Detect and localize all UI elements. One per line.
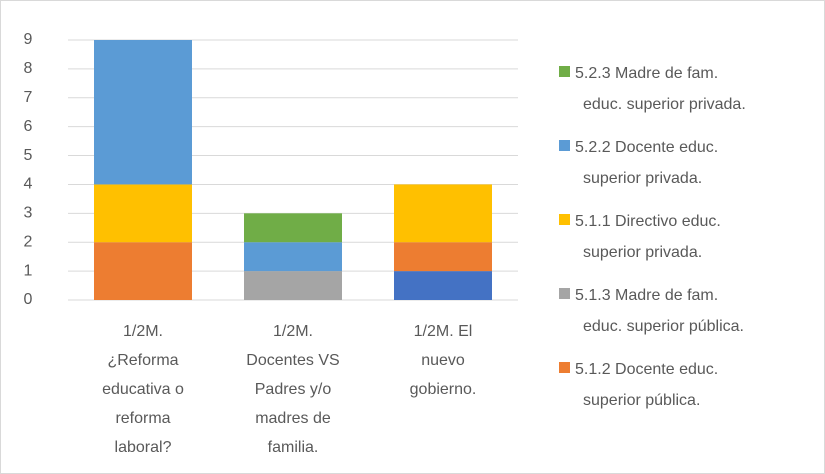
text-line: 5.1.2 Docente educ. [575, 361, 718, 378]
x-tick-label: 1/2M. Docentes VS Padres y/o madres de famil… [246, 323, 339, 456]
bar-segment [94, 184, 192, 243]
text-line: educ. superior pública. [583, 318, 744, 335]
y-tick-label: 7 [24, 89, 33, 106]
bar-segment [244, 213, 342, 243]
text-line: madres de [255, 410, 331, 427]
bar-segment [244, 271, 342, 300]
legend-label: 5.1.2 Docente educ. superior pública. [575, 361, 718, 409]
text-line: educ. superior privada. [583, 96, 746, 113]
text-line: 5.2.2 Docente educ. [575, 139, 718, 156]
text-line: 1/2M. [123, 323, 163, 340]
bar-segment [394, 184, 492, 243]
bar-segment [394, 242, 492, 272]
legend-label: 5.2.3 Madre de fam. educ. superior privad… [575, 65, 746, 113]
text-line: Docentes VS [246, 352, 339, 369]
text-line: gobierno. [410, 381, 477, 398]
text-line: 1/2M. El [414, 323, 473, 340]
text-line: ¿Reforma [107, 352, 178, 369]
bar-segment [244, 242, 342, 272]
legend-swatch [559, 66, 570, 77]
y-tick-label: 2 [24, 233, 33, 250]
y-tick-label: 4 [24, 176, 33, 193]
legend-label: 5.2.2 Docente educ. superior privada. [575, 139, 718, 187]
text-line: nuevo [421, 352, 465, 369]
bar-segment [94, 242, 192, 300]
text-line: laboral? [115, 439, 172, 456]
legend-label: 5.1.1 Directivo educ. superior privada. [575, 213, 721, 261]
text-line: 5.1.1 Directivo educ. [575, 213, 721, 230]
text-line: superior privada. [583, 170, 702, 187]
text-line: 1/2M. [273, 323, 313, 340]
legend-swatch [559, 140, 570, 151]
y-tick-label: 1 [24, 262, 33, 279]
text-line: reforma [115, 410, 170, 427]
legend-label: 5.1.3 Madre de fam. educ. superior públic… [575, 287, 744, 335]
x-tick-label: 1/2M. ¿Reforma educativa o reforma laboral? [102, 323, 184, 456]
legend-swatch [559, 362, 570, 373]
x-tick-label: 1/2M. El nuevo gobierno. [410, 323, 477, 398]
y-tick-label: 8 [24, 60, 33, 77]
y-tick-label: 5 [24, 147, 33, 164]
text-line: familia. [268, 439, 319, 456]
text-line: superior privada. [583, 244, 702, 261]
y-tick-label: 9 [24, 31, 33, 48]
bar-segment [94, 40, 192, 185]
text-line: Padres y/o [255, 381, 332, 398]
bar-segment [394, 271, 492, 300]
y-tick-label: 0 [24, 291, 33, 308]
text-line: superior pública. [583, 392, 700, 409]
y-tick-label: 6 [24, 118, 33, 135]
legend-swatch [559, 214, 570, 225]
text-line: 5.1.3 Madre de fam. [575, 287, 718, 304]
text-line: educativa o [102, 381, 184, 398]
text-line: 5.2.3 Madre de fam. [575, 65, 718, 82]
y-tick-label: 3 [24, 205, 33, 222]
legend-swatch [559, 288, 570, 299]
